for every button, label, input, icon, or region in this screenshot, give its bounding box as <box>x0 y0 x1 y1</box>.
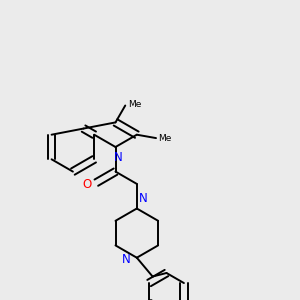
Text: O: O <box>82 178 92 191</box>
Text: Me: Me <box>128 100 141 109</box>
Text: N: N <box>139 193 148 206</box>
Text: N: N <box>113 151 122 164</box>
Text: N: N <box>122 253 130 266</box>
Text: Me: Me <box>158 134 172 142</box>
